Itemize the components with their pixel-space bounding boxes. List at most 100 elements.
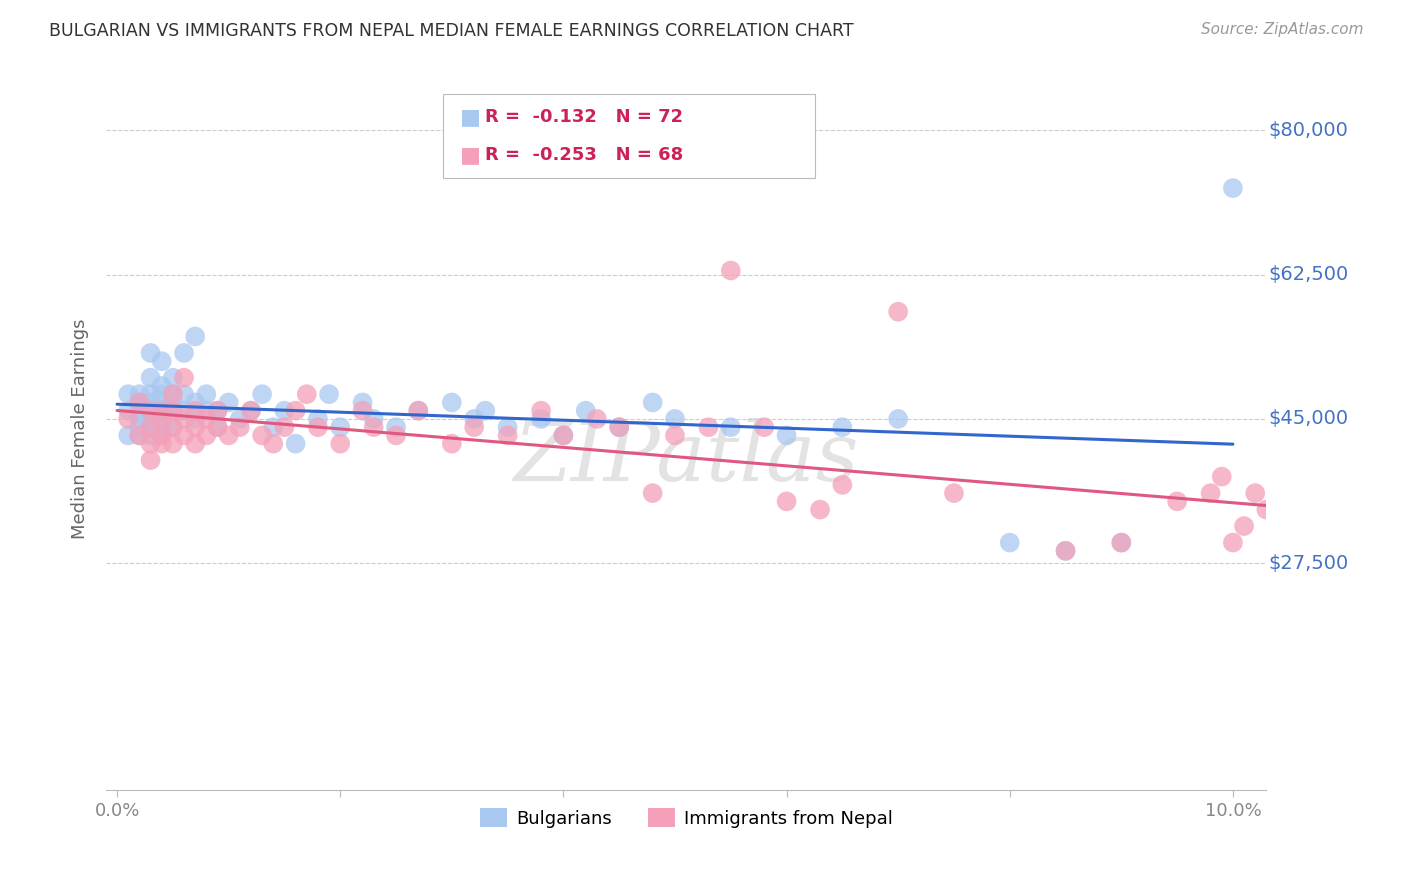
Point bbox=[150, 436, 173, 450]
Point bbox=[173, 403, 195, 417]
Point bbox=[239, 403, 262, 417]
Point bbox=[1278, 519, 1301, 533]
Point bbox=[440, 395, 463, 409]
Point bbox=[664, 428, 686, 442]
Point bbox=[128, 420, 150, 434]
Point bbox=[530, 403, 553, 417]
Point bbox=[218, 395, 240, 409]
Point bbox=[184, 436, 207, 450]
Point bbox=[162, 403, 184, 417]
Point bbox=[408, 403, 430, 417]
Point bbox=[229, 412, 252, 426]
Point bbox=[139, 387, 162, 401]
Point bbox=[128, 403, 150, 417]
Point bbox=[173, 346, 195, 360]
Point bbox=[139, 428, 162, 442]
Point bbox=[1289, 552, 1312, 566]
Point bbox=[150, 428, 173, 442]
Point bbox=[150, 403, 173, 417]
Point bbox=[463, 420, 485, 434]
Point bbox=[440, 436, 463, 450]
Point bbox=[262, 420, 284, 434]
Point bbox=[184, 395, 207, 409]
Point bbox=[128, 387, 150, 401]
Point bbox=[139, 395, 162, 409]
Point bbox=[117, 403, 139, 417]
Point bbox=[831, 420, 853, 434]
Point bbox=[150, 412, 173, 426]
Point bbox=[831, 478, 853, 492]
Text: ■: ■ bbox=[460, 145, 481, 165]
Point bbox=[575, 403, 598, 417]
Point bbox=[218, 428, 240, 442]
Point bbox=[207, 403, 229, 417]
Text: ■: ■ bbox=[460, 107, 481, 128]
Point bbox=[607, 420, 630, 434]
Legend: Bulgarians, Immigrants from Nepal: Bulgarians, Immigrants from Nepal bbox=[472, 801, 900, 835]
Point bbox=[408, 403, 430, 417]
Point bbox=[1244, 486, 1267, 500]
Y-axis label: Median Female Earnings: Median Female Earnings bbox=[72, 319, 89, 540]
Point bbox=[184, 329, 207, 343]
Point bbox=[1054, 544, 1077, 558]
Point bbox=[1267, 535, 1289, 549]
Point bbox=[184, 403, 207, 417]
Point bbox=[117, 412, 139, 426]
Point bbox=[1111, 535, 1133, 549]
Point bbox=[150, 379, 173, 393]
Point bbox=[139, 346, 162, 360]
Point bbox=[229, 420, 252, 434]
Point bbox=[250, 428, 273, 442]
Point bbox=[150, 412, 173, 426]
Point bbox=[262, 436, 284, 450]
Point bbox=[1233, 519, 1256, 533]
Point bbox=[363, 420, 385, 434]
Point bbox=[273, 403, 295, 417]
Point bbox=[184, 420, 207, 434]
Point bbox=[207, 420, 229, 434]
Point bbox=[150, 420, 173, 434]
Point bbox=[250, 387, 273, 401]
Point bbox=[720, 263, 742, 277]
Point bbox=[139, 412, 162, 426]
Text: BULGARIAN VS IMMIGRANTS FROM NEPAL MEDIAN FEMALE EARNINGS CORRELATION CHART: BULGARIAN VS IMMIGRANTS FROM NEPAL MEDIA… bbox=[49, 22, 853, 40]
Text: $45,000: $45,000 bbox=[1268, 409, 1348, 428]
Text: $27,500: $27,500 bbox=[1268, 554, 1348, 573]
Point bbox=[607, 420, 630, 434]
Point bbox=[284, 403, 307, 417]
Point bbox=[496, 428, 519, 442]
Point bbox=[942, 486, 965, 500]
Point bbox=[775, 494, 797, 508]
Point bbox=[1199, 486, 1222, 500]
Point bbox=[150, 428, 173, 442]
Text: Source: ZipAtlas.com: Source: ZipAtlas.com bbox=[1201, 22, 1364, 37]
Point bbox=[307, 412, 329, 426]
Point bbox=[496, 420, 519, 434]
Point bbox=[295, 387, 318, 401]
Point bbox=[173, 428, 195, 442]
Point bbox=[1256, 502, 1278, 516]
Point bbox=[1166, 494, 1188, 508]
Point bbox=[162, 387, 184, 401]
Point bbox=[1222, 535, 1244, 549]
Point bbox=[207, 403, 229, 417]
Point bbox=[150, 354, 173, 368]
Point bbox=[162, 420, 184, 434]
Text: R =  -0.132   N = 72: R = -0.132 N = 72 bbox=[485, 109, 683, 127]
Point bbox=[385, 428, 408, 442]
Point bbox=[1111, 535, 1133, 549]
Point bbox=[162, 403, 184, 417]
Point bbox=[284, 436, 307, 450]
Point bbox=[1054, 544, 1077, 558]
Point bbox=[1211, 469, 1233, 483]
Point bbox=[173, 370, 195, 384]
Point bbox=[329, 420, 352, 434]
Point bbox=[887, 304, 910, 318]
Point bbox=[352, 395, 374, 409]
Point bbox=[307, 420, 329, 434]
Point bbox=[162, 420, 184, 434]
Point bbox=[162, 387, 184, 401]
Point bbox=[139, 370, 162, 384]
Point bbox=[754, 420, 776, 434]
Point bbox=[139, 403, 162, 417]
